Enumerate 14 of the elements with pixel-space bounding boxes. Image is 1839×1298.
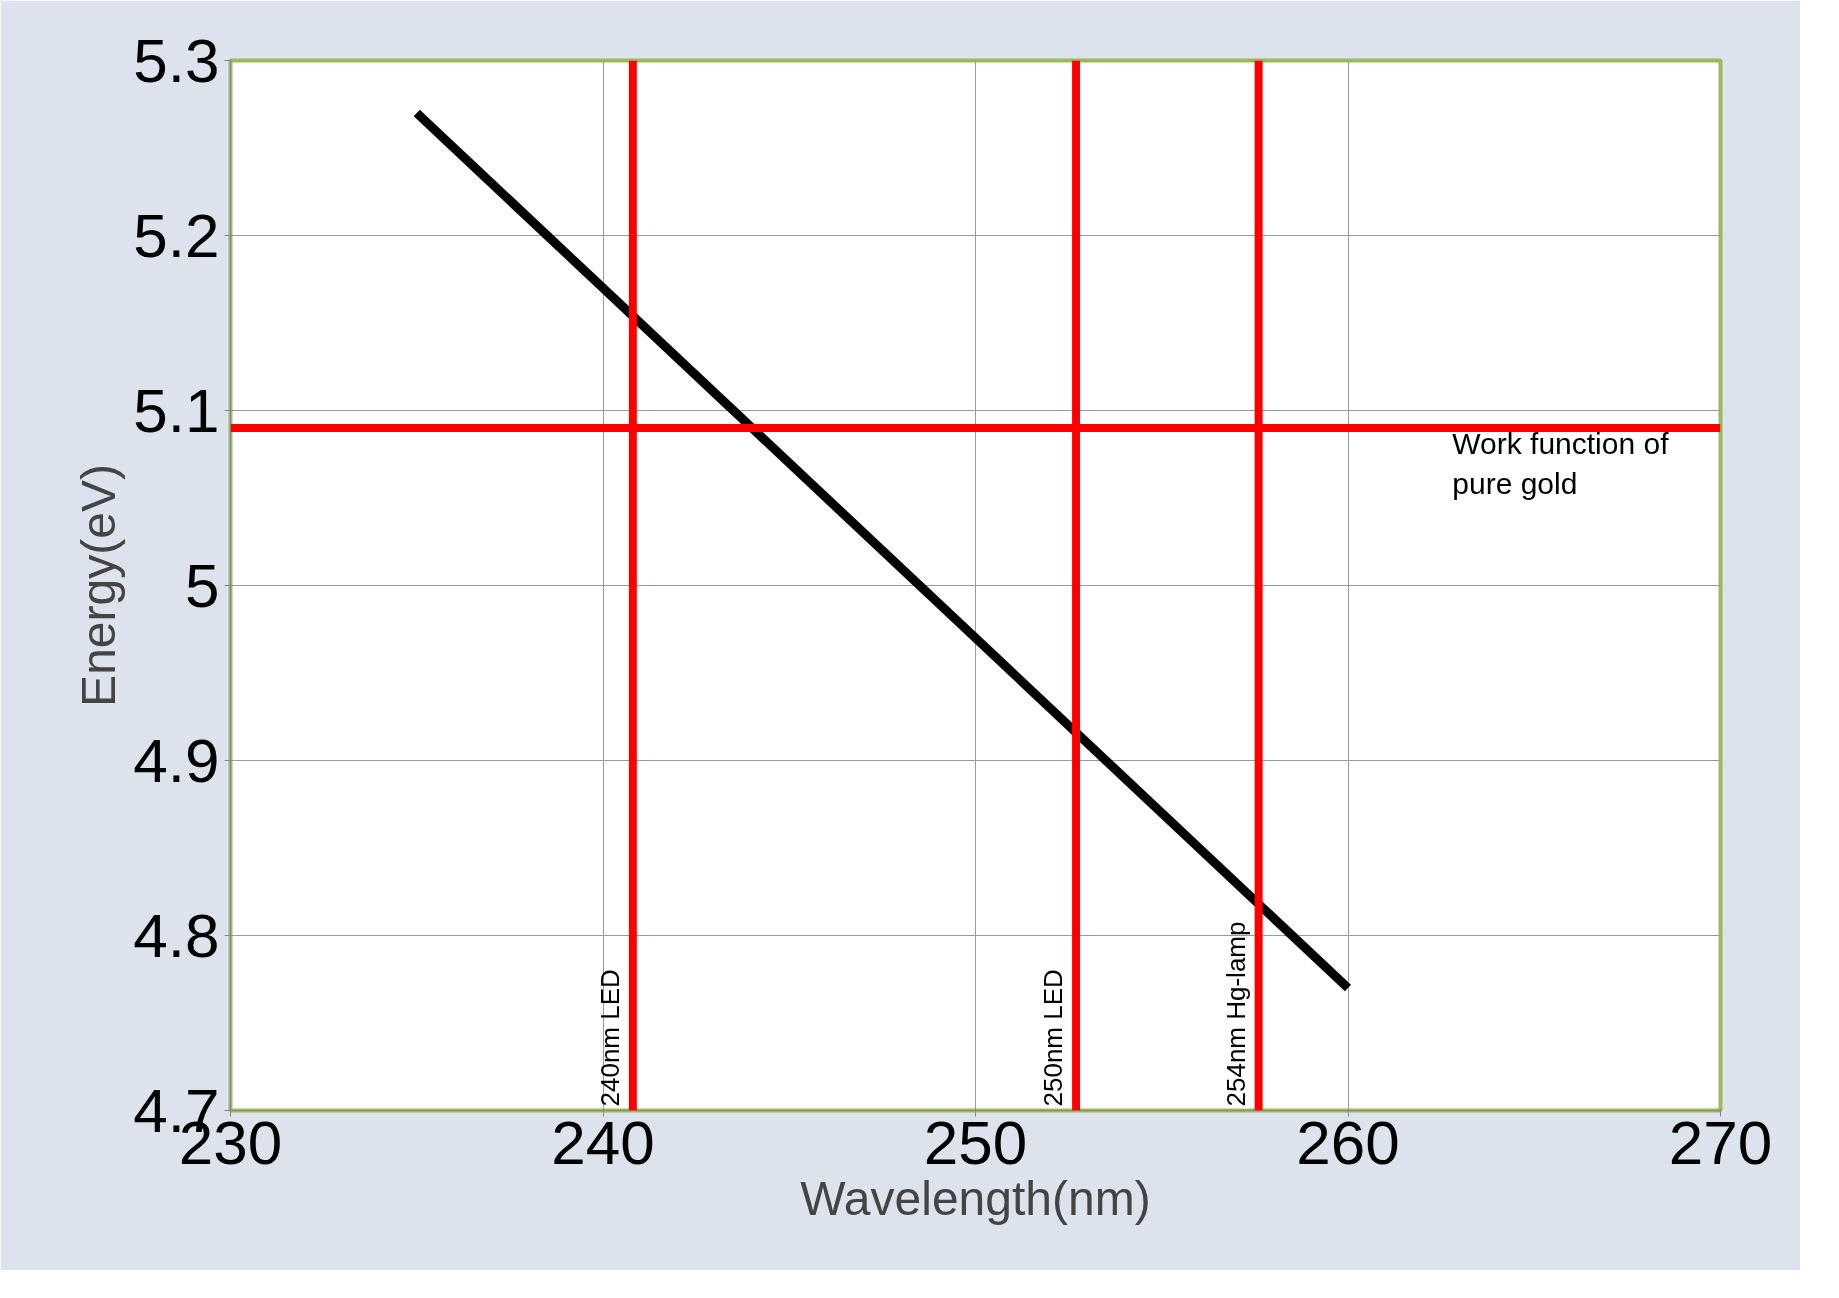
y-tick-label: 5.2 (133, 200, 220, 270)
y-tick-label: 5 (185, 550, 220, 620)
y-tick-label: 5.3 (133, 25, 220, 95)
x-tick-label: 260 (1296, 1107, 1400, 1177)
ref-line-label: Work function of pure gold (1452, 427, 1670, 500)
ref-line-label: 254nm Hg-lamp (1220, 921, 1251, 1107)
y-tick-label: 5.1 (133, 375, 220, 445)
y-axis-title: Energy(eV) (72, 464, 126, 707)
ref-line-label: 250nm LED (1038, 969, 1069, 1107)
y-tick-label: 4.8 (133, 900, 220, 970)
ref-line-label: 240nm LED (594, 969, 625, 1107)
y-tick-label: 4.9 (133, 725, 220, 795)
x-tick-label: 240 (551, 1107, 655, 1177)
x-tick-label: 270 (1668, 1107, 1773, 1177)
